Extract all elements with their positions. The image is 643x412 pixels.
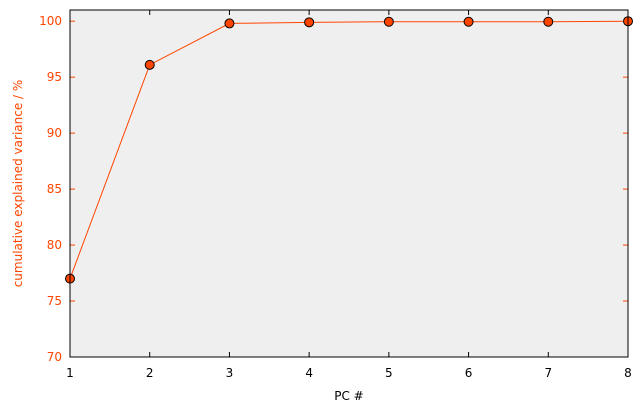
- data-point: [463, 16, 474, 27]
- series-line: [69, 20, 629, 279]
- y-axis-ticks: 70 75 80 85 90 95 100: [39, 14, 628, 364]
- x-tick-label: 1: [66, 366, 74, 380]
- x-tick-label: 7: [544, 366, 552, 380]
- y-tick-label: 80: [47, 238, 62, 252]
- x-tick-label: 6: [465, 366, 473, 380]
- data-point: [543, 16, 554, 27]
- y-axis-label: cumulative explained variance / %: [11, 80, 25, 288]
- x-tick-label: 3: [226, 366, 234, 380]
- x-tick-label: 5: [385, 366, 393, 380]
- y-tick-label: 95: [47, 70, 62, 84]
- y-tick-label: 85: [47, 182, 62, 196]
- y-tick-label: 100: [39, 14, 62, 28]
- data-point: [304, 17, 315, 28]
- x-tick-label: 4: [305, 366, 313, 380]
- data-point: [144, 59, 155, 70]
- data-point: [224, 18, 235, 29]
- plot-frame: [69, 9, 629, 358]
- data-point: [383, 16, 394, 27]
- data-points: [65, 16, 633, 284]
- x-tick-label: 2: [146, 366, 154, 380]
- y-tick-label: 90: [47, 126, 62, 140]
- y-tick-label: 70: [47, 350, 62, 364]
- plot-area: [70, 10, 628, 357]
- y-tick-label: 75: [47, 294, 62, 308]
- x-axis-label: PC #: [334, 389, 363, 403]
- x-tick-label: 8: [624, 366, 632, 380]
